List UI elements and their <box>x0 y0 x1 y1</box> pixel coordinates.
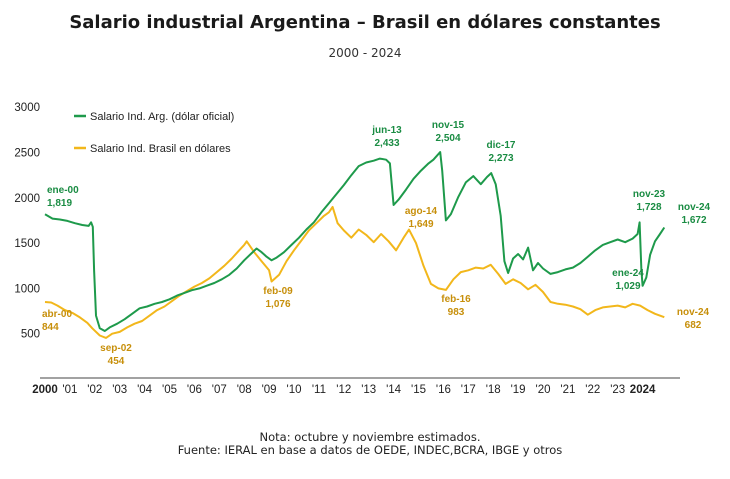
annotation-value: 844 <box>42 322 59 333</box>
y-tick-label: 1500 <box>14 238 40 250</box>
x-tick-label: '11 <box>312 384 326 396</box>
x-axis-labels: 2000 '01 '02 '03 '04 '05 '06 '07 '08 '09 '10 '11 '12… <box>32 384 656 396</box>
x-tick-label: '22 <box>585 384 600 396</box>
x-tick-label: '15 <box>411 384 426 396</box>
data-annotations: ene-00 1,819 abr-00 844 sep-02 454 feb-09 1,076… <box>42 120 711 367</box>
annotation-date: feb-09 <box>263 286 293 297</box>
annotation-date: sep-02 <box>100 343 132 354</box>
legend: Salario Ind. Arg. (dólar oficial) Salario… <box>74 111 234 155</box>
annotation-date: feb-16 <box>441 294 471 305</box>
annotation-value: 2,273 <box>488 153 513 164</box>
annotation-value: 2,433 <box>374 138 399 149</box>
annotation-date: ene-00 <box>47 185 79 196</box>
annotation-value: 1,819 <box>47 198 72 209</box>
annotation-value: 2,504 <box>435 133 460 144</box>
annotation-date: nov-23 <box>633 189 666 200</box>
y-tick-label: 500 <box>21 329 40 341</box>
x-tick-label: '17 <box>461 384 476 396</box>
chart-subtitle: 2000 - 2024 <box>328 46 402 60</box>
annotation-date: nov-24 <box>678 202 711 213</box>
x-tick-label: '08 <box>237 384 252 396</box>
annotation-value: 1,672 <box>681 215 706 226</box>
annotation-value: 1,029 <box>615 281 640 292</box>
annotation-date: nov-15 <box>432 120 465 131</box>
annotation-date: jun-13 <box>371 125 402 136</box>
annotation-value: 1,649 <box>408 219 433 230</box>
annotation-value: 454 <box>108 356 125 367</box>
x-tick-label: '14 <box>386 384 402 396</box>
x-tick-label: '01 <box>62 384 77 396</box>
annotation-value: 1,076 <box>265 299 290 310</box>
annotation-value: 983 <box>448 307 465 318</box>
source-note: Fuente: IERAL en base a datos de OEDE, I… <box>177 443 563 457</box>
annotation-date: ene-24 <box>612 268 644 279</box>
x-tick-label: '06 <box>187 384 202 396</box>
series-line-argentina <box>44 151 666 332</box>
annotation-date: nov-24 <box>677 307 710 318</box>
x-tick-label: 2024 <box>630 384 656 396</box>
y-tick-label: 2000 <box>14 193 40 205</box>
x-tick-label: '23 <box>610 384 625 396</box>
series-lines <box>44 151 666 339</box>
annotation-value: 682 <box>685 320 702 331</box>
series-line-brasil <box>44 205 665 339</box>
annotation-date: ago-14 <box>405 206 438 217</box>
x-tick-label: '13 <box>361 384 376 396</box>
annotation-date: dic-17 <box>487 140 516 151</box>
y-tick-label: 3000 <box>14 102 40 114</box>
chart-title: Salario industrial Argentina – Brasil en… <box>69 12 661 33</box>
x-tick-label: '12 <box>336 384 351 396</box>
y-tick-label: 1000 <box>14 283 40 295</box>
x-tick-label: '07 <box>212 384 227 396</box>
x-tick-label: '04 <box>137 384 153 396</box>
legend-label: Salario Ind. Arg. (dólar oficial) <box>90 111 234 123</box>
x-tick-label: '03 <box>112 384 127 396</box>
x-tick-label: '09 <box>262 384 277 396</box>
annotation-date: abr-00 <box>42 309 72 320</box>
x-tick-label: '21 <box>560 384 575 396</box>
x-tick-label: '18 <box>486 384 501 396</box>
footnote: Nota: octubre y noviembre estimados. <box>259 430 481 444</box>
x-tick-label: '20 <box>536 384 551 396</box>
legend-label: Salario Ind. Brasil en dólares <box>90 143 231 155</box>
x-tick-label: '10 <box>287 384 302 396</box>
x-tick-label: '02 <box>87 384 102 396</box>
x-tick-label: '05 <box>162 384 177 396</box>
x-tick-label: '16 <box>436 384 451 396</box>
annotation-value: 1,728 <box>636 202 661 213</box>
x-tick-label: '19 <box>511 384 526 396</box>
y-axis-labels: 3000 2500 2000 1500 1000 500 <box>14 102 40 341</box>
x-tick-label: 2000 <box>32 384 58 396</box>
y-tick-label: 2500 <box>14 148 40 160</box>
